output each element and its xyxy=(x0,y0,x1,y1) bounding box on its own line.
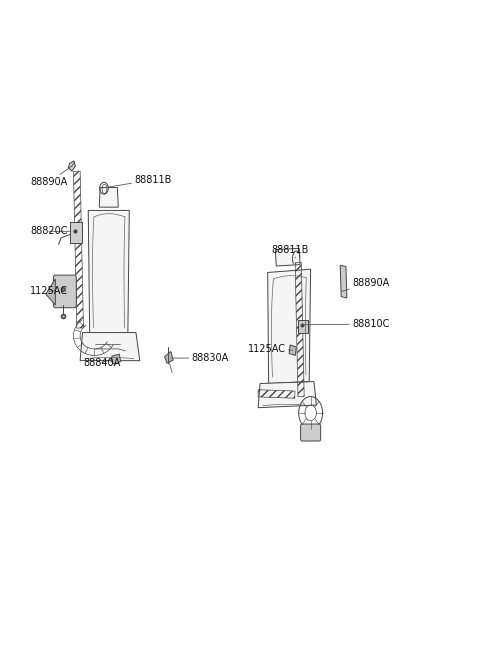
Text: 88830A: 88830A xyxy=(171,353,228,363)
Polygon shape xyxy=(88,211,129,335)
Text: 88810C: 88810C xyxy=(303,319,390,329)
Text: 88811B: 88811B xyxy=(106,174,171,188)
Polygon shape xyxy=(258,382,316,407)
Polygon shape xyxy=(289,345,296,356)
Polygon shape xyxy=(276,249,300,266)
Polygon shape xyxy=(165,352,173,363)
Text: 1125AC: 1125AC xyxy=(30,287,68,297)
Polygon shape xyxy=(340,265,347,298)
Polygon shape xyxy=(268,269,311,384)
FancyBboxPatch shape xyxy=(53,275,76,308)
Bar xyxy=(70,222,82,243)
Polygon shape xyxy=(68,161,75,171)
Polygon shape xyxy=(80,333,140,361)
Polygon shape xyxy=(111,354,120,365)
FancyBboxPatch shape xyxy=(300,424,321,441)
Text: 88811B: 88811B xyxy=(272,245,309,258)
Polygon shape xyxy=(46,279,55,305)
Polygon shape xyxy=(99,188,118,207)
Text: 1125AC: 1125AC xyxy=(248,344,292,354)
Text: 88890A: 88890A xyxy=(30,166,72,188)
Bar xyxy=(298,319,308,333)
Text: 88820C: 88820C xyxy=(30,226,70,236)
Text: 88840A: 88840A xyxy=(84,358,121,367)
Text: 88890A: 88890A xyxy=(342,278,389,291)
